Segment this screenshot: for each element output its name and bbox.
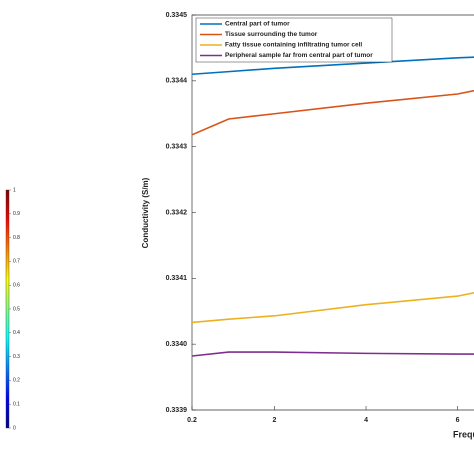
- colorbar-tick-label: 0.8: [13, 235, 20, 241]
- y-axis-label: Conductivity (S/m): [141, 177, 150, 248]
- y-tick-label: 0.3344: [166, 78, 188, 85]
- legend-label: Peripheral sample far from central part …: [225, 52, 373, 59]
- y-tick-label: 0.3339: [166, 407, 188, 414]
- y-tick-label: 0.3343: [166, 144, 188, 151]
- y-tick-label: 0.3345: [166, 12, 188, 19]
- colorbar-tick-label: 1: [13, 187, 16, 193]
- colorbar-tick-label: 0: [13, 425, 16, 431]
- x-axis-label: Frequ: [453, 429, 474, 439]
- colorbar-tick-label: 0.1: [13, 402, 20, 408]
- line: [191, 292, 474, 324]
- legend-label: Tissue surrounding the tumor: [225, 31, 318, 38]
- colorbar-tick-label: 0.5: [13, 306, 20, 312]
- colorbar-tick-label: 0.2: [13, 378, 20, 384]
- colorbar-tick-label: 0.3: [13, 354, 20, 360]
- line: [191, 351, 474, 357]
- colorbar-tick-label: 0.4: [13, 330, 20, 336]
- colorbar: [5, 189, 10, 429]
- y-tick-label: 0.3341: [166, 275, 188, 282]
- y-tick-label: 0.3340: [166, 341, 188, 348]
- legend-box: [195, 17, 393, 63]
- x-tick-label: 4: [364, 417, 368, 424]
- colorbar-tick-label: 0.7: [13, 259, 20, 265]
- x-tick-label: 2: [272, 417, 276, 424]
- legend: Central part of tumor Tissue surrounding …: [195, 17, 393, 63]
- axes: [191, 14, 474, 411]
- y-tick-label: 0.3342: [166, 209, 188, 216]
- colorbar-tick-label: 0.6: [13, 283, 20, 289]
- colorbar-tick-label: 0.9: [13, 211, 20, 217]
- line: [191, 56, 474, 76]
- legend-label: Central part of tumor: [225, 21, 290, 28]
- line: [191, 89, 474, 136]
- x-tick-label: 0.2: [187, 417, 197, 424]
- legend-label: Fatty tissue containing infiltrating tum…: [225, 42, 362, 49]
- x-tick-label: 6: [456, 417, 460, 424]
